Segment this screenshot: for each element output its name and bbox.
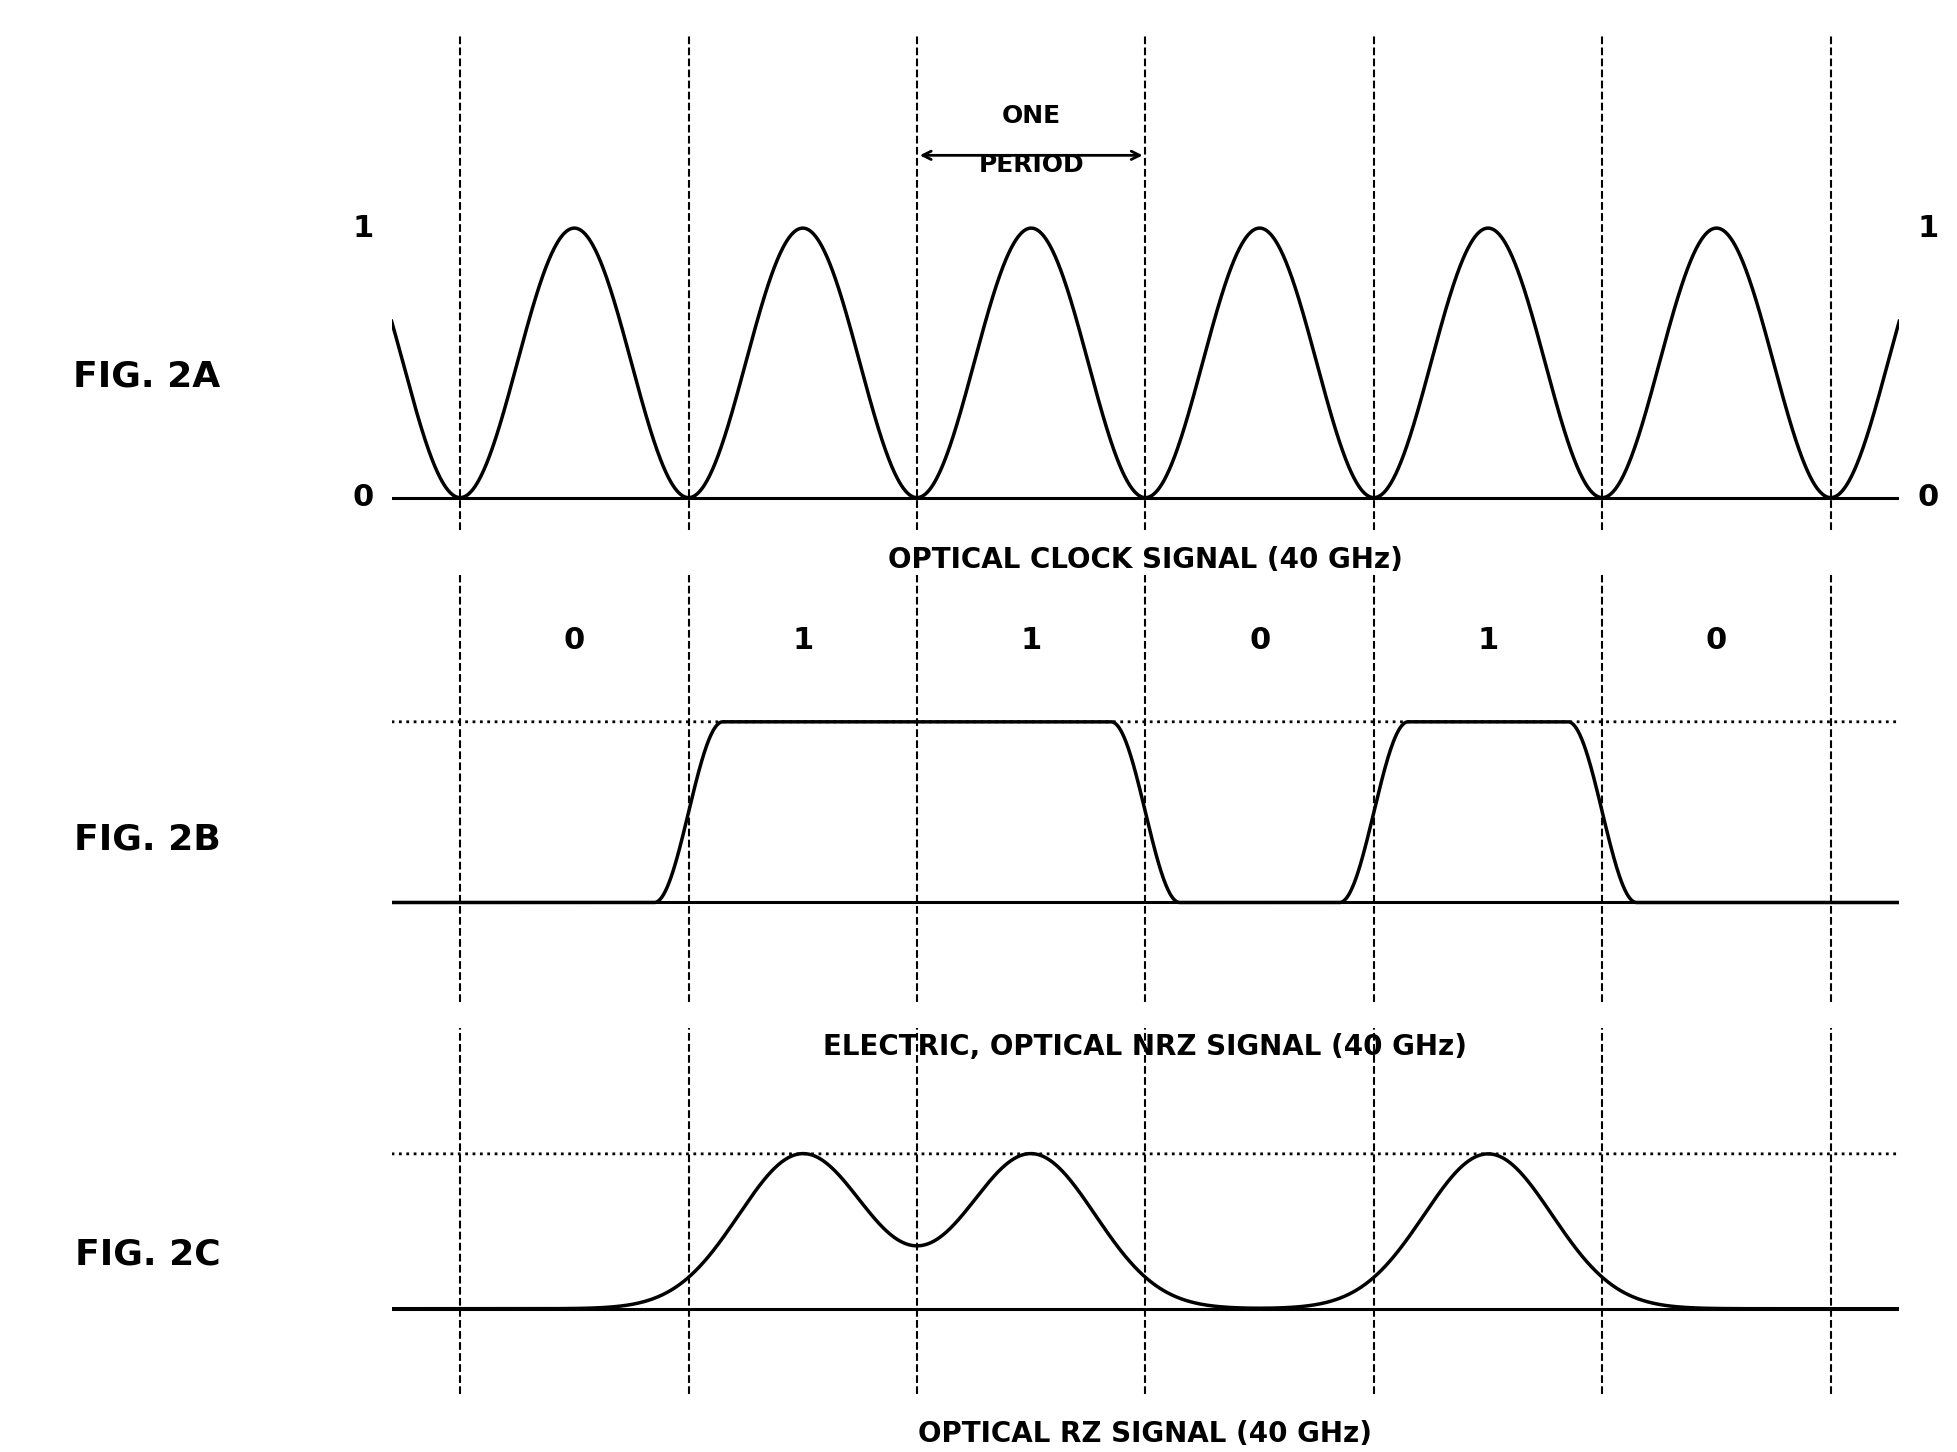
- Text: 1: 1: [1020, 626, 1041, 655]
- Text: OPTICAL RZ SIGNAL (40 GHz): OPTICAL RZ SIGNAL (40 GHz): [918, 1420, 1372, 1448]
- Text: ONE: ONE: [1002, 105, 1061, 128]
- Text: OPTICAL CLOCK SIGNAL (40 GHz): OPTICAL CLOCK SIGNAL (40 GHz): [888, 546, 1401, 574]
- Text: 1: 1: [793, 626, 812, 655]
- Text: 1: 1: [352, 213, 374, 242]
- Text: 0: 0: [1916, 484, 1937, 513]
- Text: 0: 0: [564, 626, 585, 655]
- Text: 0: 0: [1249, 626, 1270, 655]
- Text: 1: 1: [1916, 213, 1937, 242]
- Text: FIG. 2A: FIG. 2A: [72, 359, 219, 393]
- Text: PERIOD: PERIOD: [978, 152, 1084, 177]
- Text: 0: 0: [352, 484, 374, 513]
- Text: 1: 1: [1478, 626, 1497, 655]
- Text: 0: 0: [1705, 626, 1726, 655]
- Text: ELECTRIC, OPTICAL NRZ SIGNAL (40 GHz): ELECTRIC, OPTICAL NRZ SIGNAL (40 GHz): [824, 1032, 1466, 1060]
- Text: FIG. 2C: FIG. 2C: [74, 1237, 219, 1272]
- Text: FIG. 2B: FIG. 2B: [74, 822, 219, 857]
